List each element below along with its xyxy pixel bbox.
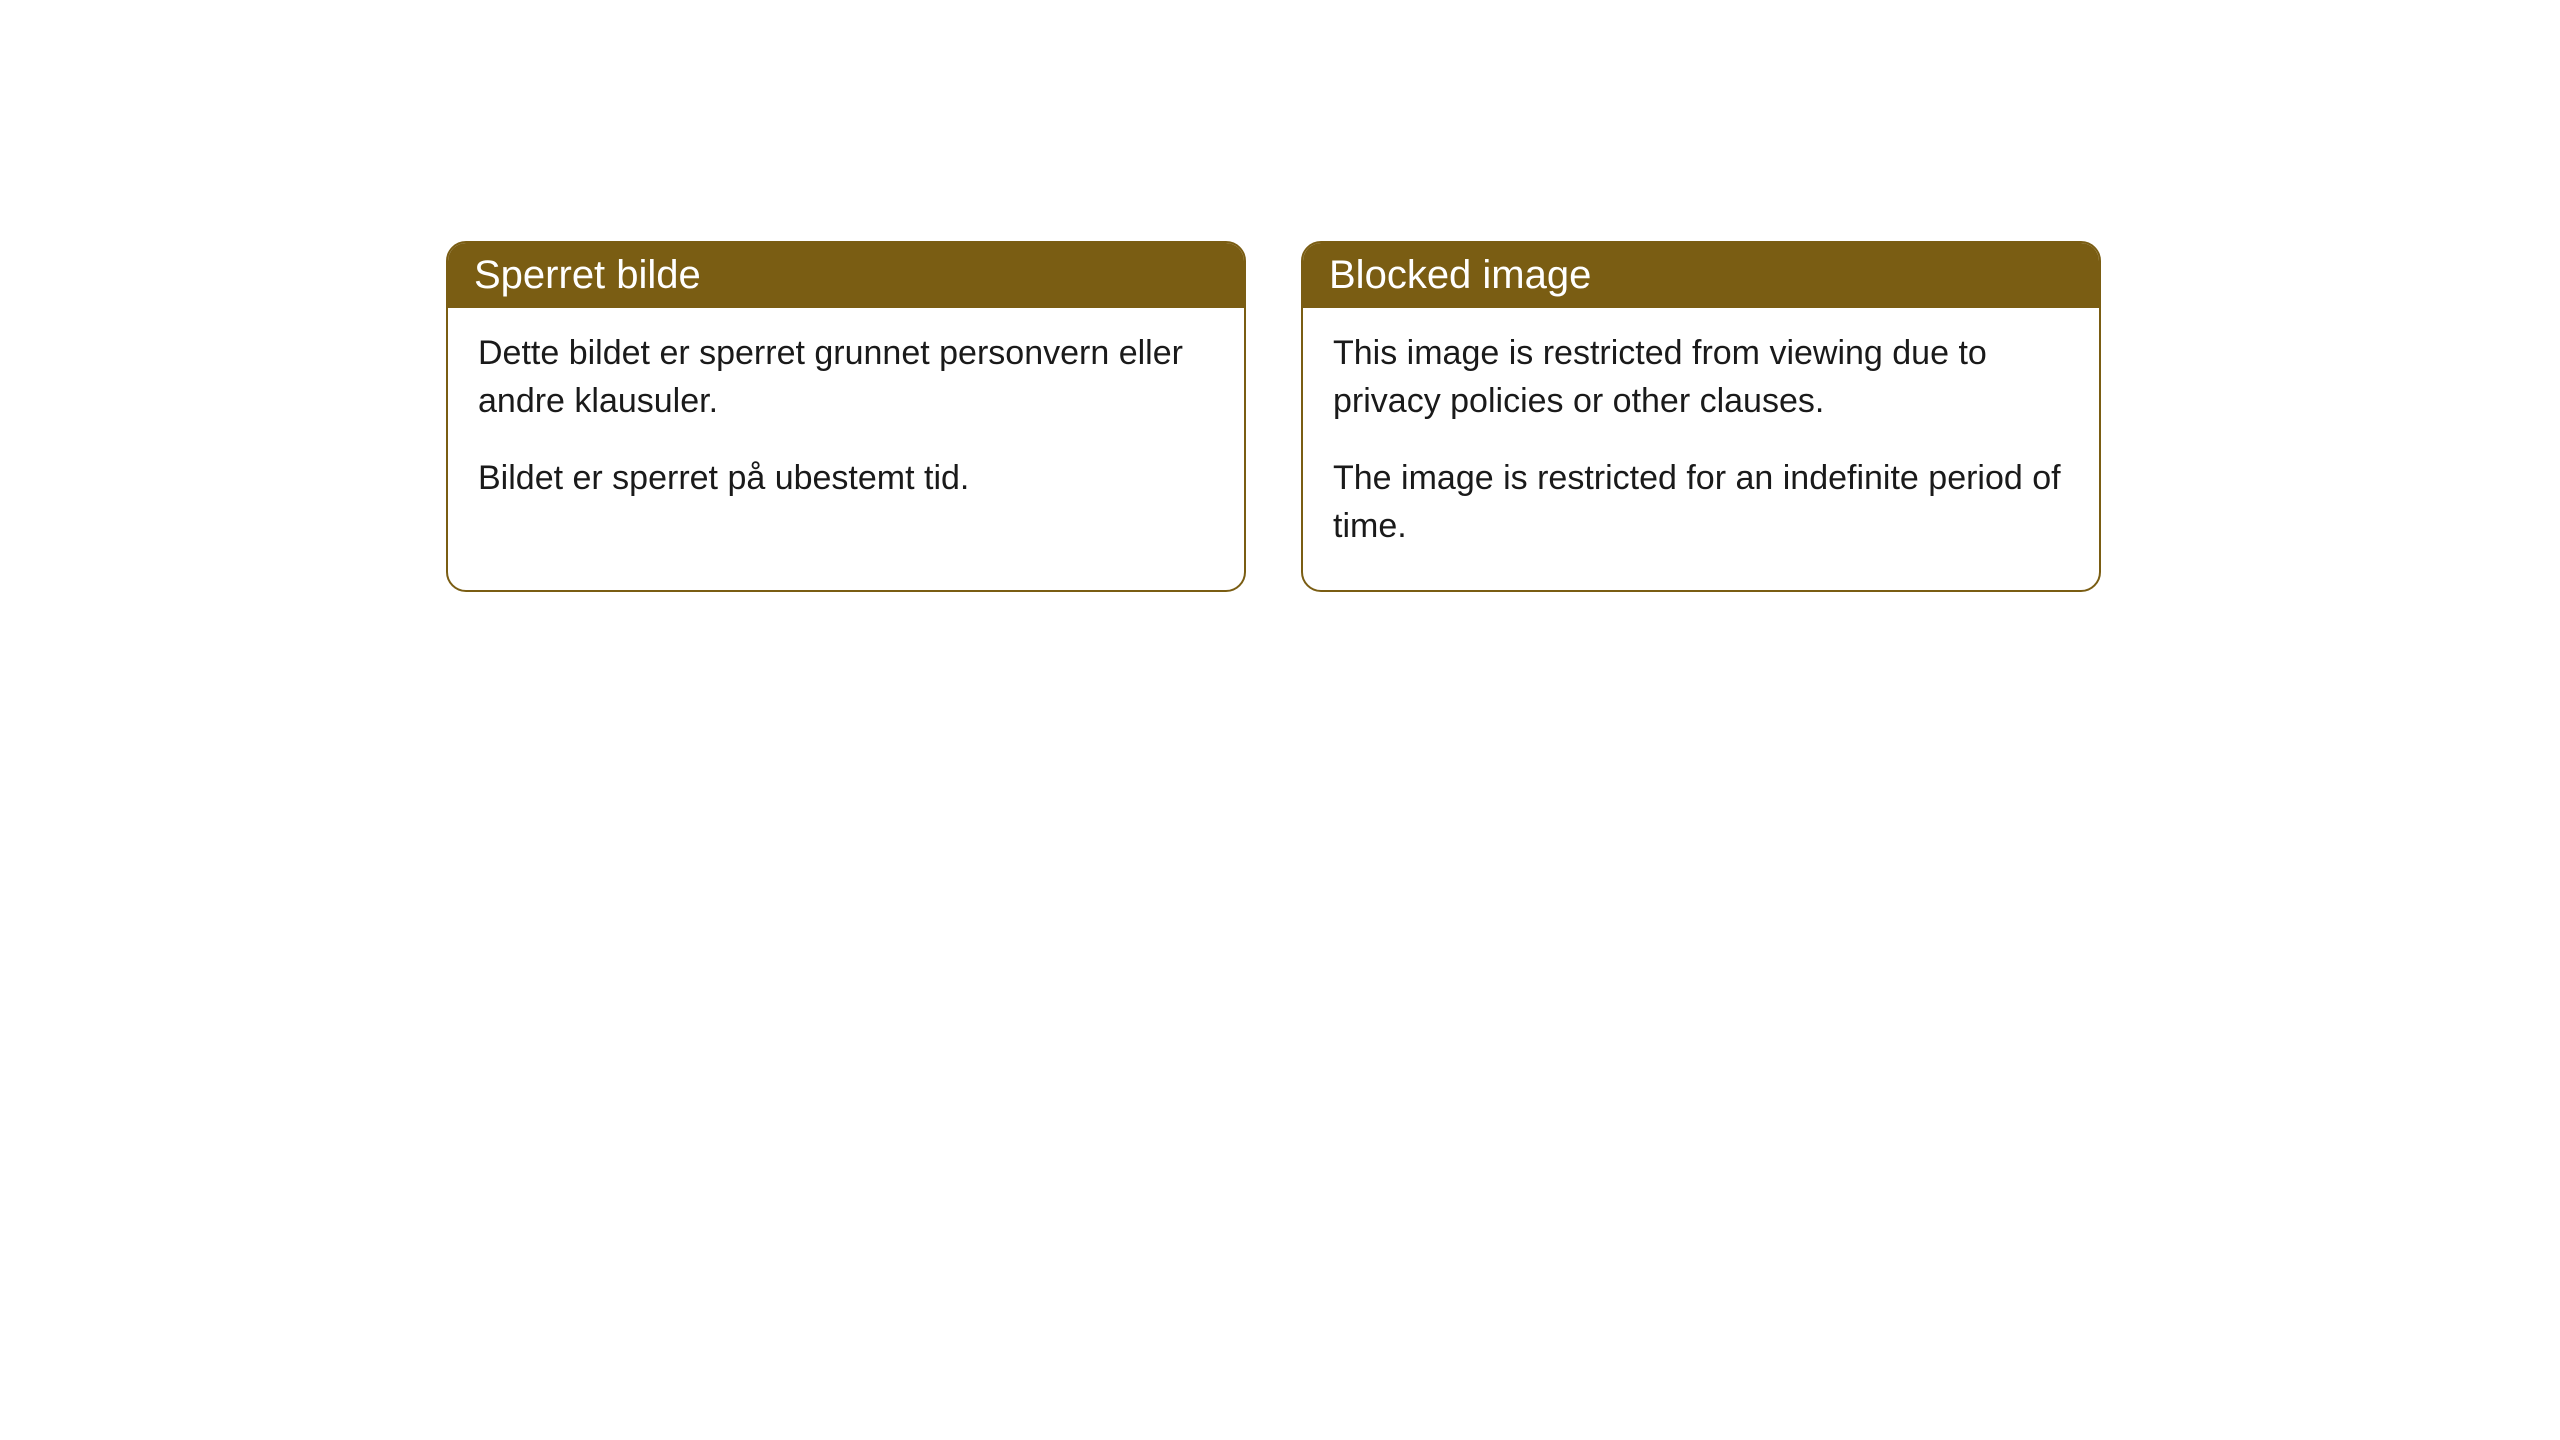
card-paragraph: This image is restricted from viewing du… [1333, 330, 2069, 425]
card-title: Sperret bilde [474, 253, 701, 297]
card-paragraph: Dette bildet er sperret grunnet personve… [478, 330, 1214, 425]
notice-card-english: Blocked image This image is restricted f… [1301, 241, 2101, 592]
card-title: Blocked image [1329, 253, 1591, 297]
card-body: This image is restricted from viewing du… [1303, 308, 2099, 590]
card-header: Sperret bilde [448, 243, 1244, 308]
card-body: Dette bildet er sperret grunnet personve… [448, 308, 1244, 543]
notice-cards-container: Sperret bilde Dette bildet er sperret gr… [0, 0, 2560, 592]
notice-card-norwegian: Sperret bilde Dette bildet er sperret gr… [446, 241, 1246, 592]
card-paragraph: The image is restricted for an indefinit… [1333, 455, 2069, 550]
card-paragraph: Bildet er sperret på ubestemt tid. [478, 455, 1214, 503]
card-header: Blocked image [1303, 243, 2099, 308]
